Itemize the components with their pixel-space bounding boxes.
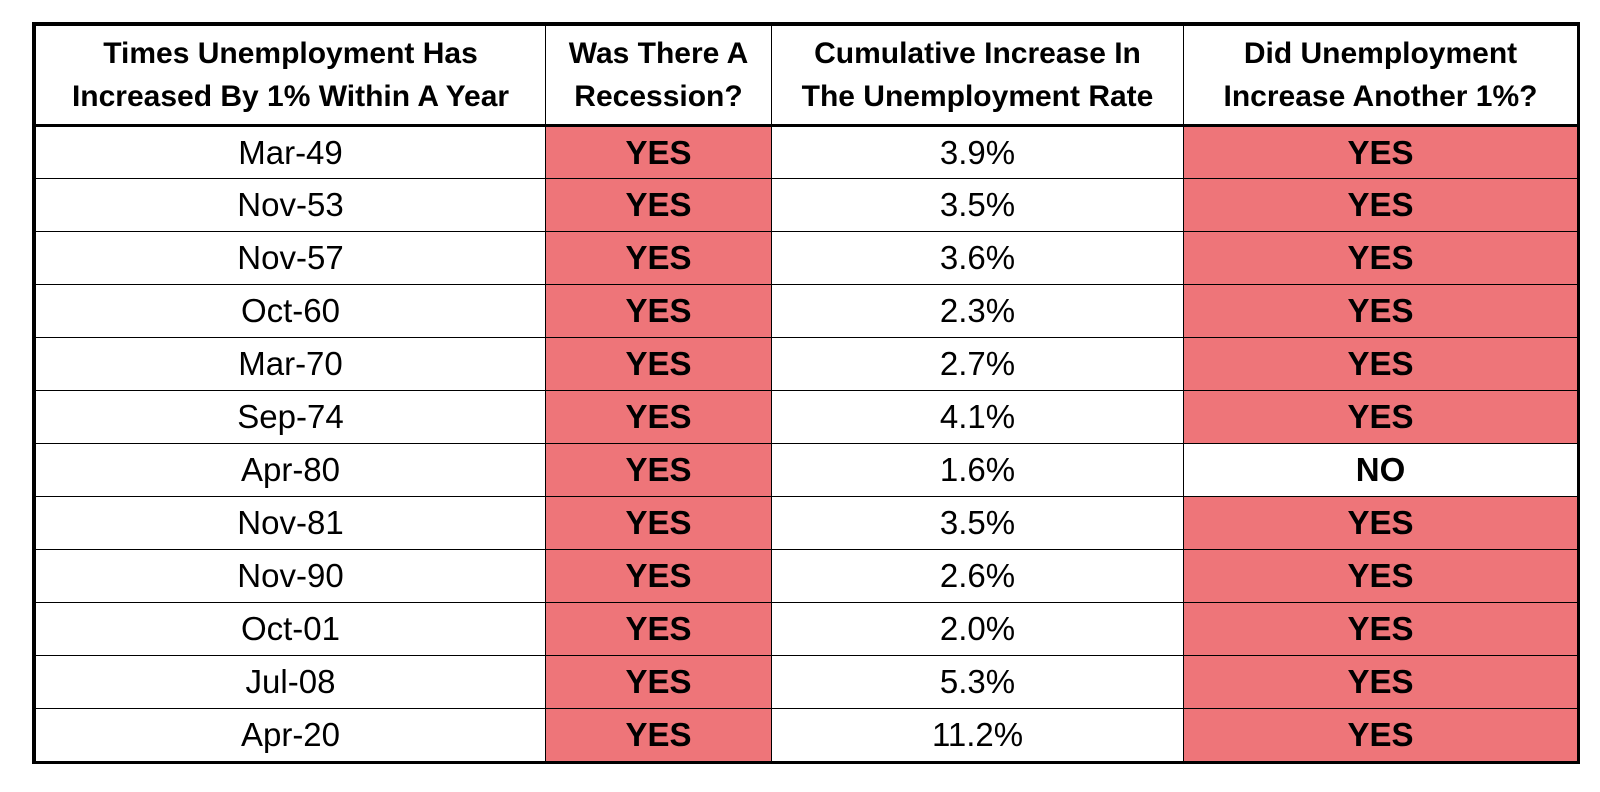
increase-cell: 2.6%: [771, 549, 1184, 603]
recession-cell: YES: [545, 390, 772, 444]
increase-cell: 1.6%: [771, 443, 1184, 497]
table-row: Nov-90 YES 2.6% YES: [35, 549, 1578, 603]
date-cell: Nov-90: [35, 549, 546, 603]
header-another-increase: Did Unemployment Increase Another 1%?: [1183, 25, 1578, 127]
increase-cell: 4.1%: [771, 390, 1184, 444]
recession-cell: YES: [545, 655, 772, 709]
table-body: Mar-49 YES 3.9% YES Nov-53 YES 3.5% YES Nov-57 YE…: [35, 125, 1578, 762]
header-date-line-2: Increased By 1% Within A Year: [71, 80, 510, 113]
recession-cell: YES: [545, 602, 772, 656]
header-cumulative-increase: Cumulative Increase In The Unemployment …: [771, 25, 1184, 127]
another-increase-cell: YES: [1183, 337, 1578, 391]
another-increase-cell: NO: [1183, 443, 1578, 497]
increase-cell: 3.9%: [771, 125, 1184, 179]
unemployment-recession-table: Times Unemployment Has Increased By 1% W…: [35, 25, 1578, 762]
another-increase-cell: YES: [1183, 655, 1578, 709]
date-cell: Nov-81: [35, 496, 546, 550]
increase-cell: 3.5%: [771, 178, 1184, 232]
date-cell: Mar-49: [35, 125, 546, 179]
table-row: Mar-49 YES 3.9% YES: [35, 125, 1578, 179]
header-recession-line-1: Was There A: [568, 37, 749, 70]
header-date: Times Unemployment Has Increased By 1% W…: [35, 25, 546, 127]
header-cumulative-line-2: The Unemployment Rate: [801, 80, 1154, 113]
increase-cell: 2.0%: [771, 602, 1184, 656]
data-table-frame: Times Unemployment Has Increased By 1% W…: [32, 22, 1580, 764]
increase-cell: 2.7%: [771, 337, 1184, 391]
another-increase-cell: YES: [1183, 231, 1578, 285]
table-row: Oct-01 YES 2.0% YES: [35, 602, 1578, 656]
another-increase-cell: YES: [1183, 284, 1578, 338]
recession-cell: YES: [545, 231, 772, 285]
table-row: Nov-57 YES 3.6% YES: [35, 231, 1578, 285]
date-cell: Oct-60: [35, 284, 546, 338]
table-row: Mar-70 YES 2.7% YES: [35, 337, 1578, 391]
recession-cell: YES: [545, 178, 772, 232]
table-row: Oct-60 YES 2.3% YES: [35, 284, 1578, 338]
date-cell: Sep-74: [35, 390, 546, 444]
header-another-line-2: Increase Another 1%?: [1223, 80, 1538, 113]
table-row: Jul-08 YES 5.3% YES: [35, 655, 1578, 709]
recession-cell: YES: [545, 708, 772, 762]
header-recession-line-2: Recession?: [574, 80, 743, 113]
increase-cell: 11.2%: [771, 708, 1184, 762]
another-increase-cell: YES: [1183, 125, 1578, 179]
table-row: Nov-53 YES 3.5% YES: [35, 178, 1578, 232]
header-cumulative-line-1: Cumulative Increase In: [814, 37, 1141, 70]
recession-cell: YES: [545, 443, 772, 497]
header-recession: Was There A Recession?: [545, 25, 772, 127]
header-row: Times Unemployment Has Increased By 1% W…: [35, 25, 1578, 127]
table-row: Nov-81 YES 3.5% YES: [35, 496, 1578, 550]
table-row: Apr-20 YES 11.2% YES: [35, 708, 1578, 762]
header-date-line-1: Times Unemployment Has: [103, 37, 478, 70]
date-cell: Mar-70: [35, 337, 546, 391]
recession-cell: YES: [545, 125, 772, 179]
increase-cell: 2.3%: [771, 284, 1184, 338]
date-cell: Oct-01: [35, 602, 546, 656]
date-cell: Apr-20: [35, 708, 546, 762]
another-increase-cell: YES: [1183, 390, 1578, 444]
header-another-line-1: Did Unemployment: [1243, 37, 1518, 70]
another-increase-cell: YES: [1183, 549, 1578, 603]
another-increase-cell: YES: [1183, 708, 1578, 762]
date-cell: Apr-80: [35, 443, 546, 497]
table-row: Sep-74 YES 4.1% YES: [35, 390, 1578, 444]
another-increase-cell: YES: [1183, 496, 1578, 550]
table-row: Apr-80 YES 1.6% NO: [35, 443, 1578, 497]
recession-cell: YES: [545, 337, 772, 391]
increase-cell: 5.3%: [771, 655, 1184, 709]
date-cell: Jul-08: [35, 655, 546, 709]
date-cell: Nov-53: [35, 178, 546, 232]
recession-cell: YES: [545, 549, 772, 603]
recession-cell: YES: [545, 284, 772, 338]
recession-cell: YES: [545, 496, 772, 550]
another-increase-cell: YES: [1183, 178, 1578, 232]
date-cell: Nov-57: [35, 231, 546, 285]
increase-cell: 3.6%: [771, 231, 1184, 285]
increase-cell: 3.5%: [771, 496, 1184, 550]
another-increase-cell: YES: [1183, 602, 1578, 656]
